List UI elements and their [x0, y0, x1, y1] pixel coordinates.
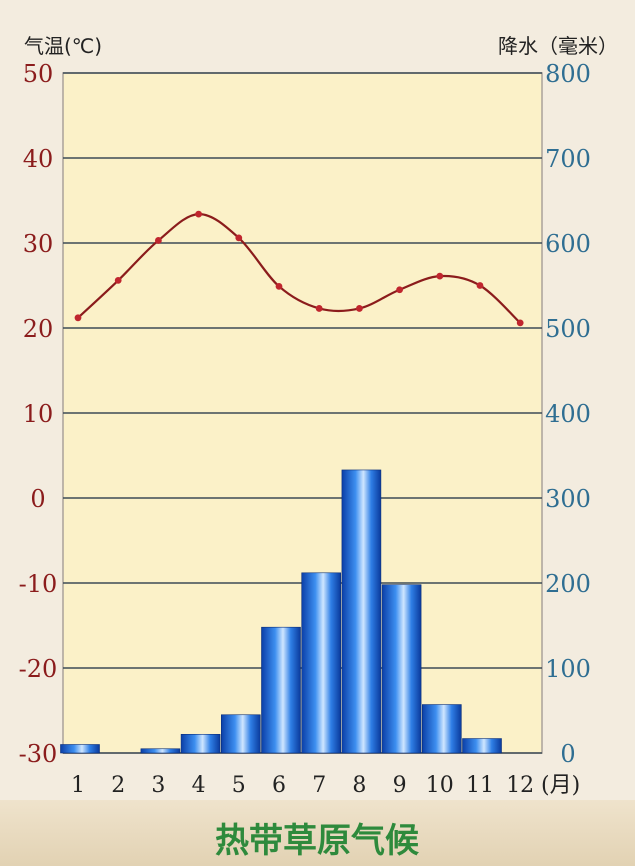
x-tick-label: 9 [393, 773, 407, 798]
temperature-point [235, 234, 243, 242]
temperature-point [275, 282, 283, 290]
temperature-point [396, 286, 403, 294]
left-tick-label: -10 [19, 570, 58, 598]
right-tick-label: 500 [545, 315, 591, 343]
right-tick-label: 300 [545, 485, 591, 513]
decorative-footer-band [0, 800, 635, 866]
left-tick-label: 20 [23, 315, 54, 343]
right-tick-label: 100 [545, 655, 591, 683]
temperature-point [436, 272, 444, 280]
left-tick-label: 30 [23, 230, 54, 258]
x-tick-label: 11 [466, 773, 494, 798]
temperature-point [155, 237, 162, 244]
x-tick-label: 12 [506, 773, 534, 798]
left-tick-label: 10 [23, 400, 54, 428]
axis-ticks: 50403020100-10-20-3080070060050040030020… [19, 60, 591, 798]
x-tick-label: 8 [352, 773, 366, 798]
precipitation-bars [60, 469, 502, 754]
precipitation-bar [60, 744, 100, 754]
right-tick-label: 700 [545, 145, 591, 173]
temperature-point [476, 282, 484, 289]
right-tick-label: 200 [545, 570, 591, 598]
x-axis-unit: (月) [541, 773, 580, 798]
temperature-point [195, 210, 203, 218]
right-tick-label: 400 [545, 400, 591, 428]
x-tick-label: 10 [426, 773, 454, 798]
x-tick-label: 7 [312, 773, 326, 798]
temperature-point [356, 305, 363, 312]
temperature-point [114, 277, 122, 284]
precipitation-bar [221, 714, 261, 754]
precipitation-bar [180, 733, 221, 754]
precipitation-bar [421, 704, 462, 754]
left-axis-title: 气温(℃) [24, 34, 102, 58]
temperature-point [315, 305, 323, 312]
right-tick-label: 0 [560, 740, 575, 768]
precipitation-bar [381, 584, 422, 754]
left-tick-label: 50 [23, 60, 54, 88]
precipitation-bar [341, 469, 382, 754]
precipitation-bar [462, 738, 502, 754]
temperature-point [516, 319, 524, 327]
precipitation-bar [301, 572, 342, 754]
precipitation-bar [140, 748, 181, 754]
temperature-point [74, 314, 82, 322]
x-tick-label: 2 [111, 773, 125, 798]
right-tick-label: 600 [545, 230, 591, 258]
x-tick-label: 3 [151, 773, 165, 798]
x-tick-label: 1 [71, 773, 85, 798]
x-tick-label: 5 [232, 773, 246, 798]
left-tick-label: -30 [19, 740, 58, 768]
temperature-line [74, 210, 524, 327]
right-axis-title: 降水（毫米） [498, 34, 618, 58]
x-tick-label: 4 [192, 773, 206, 798]
precipitation-bar [261, 626, 301, 754]
left-tick-label: -20 [19, 655, 58, 683]
right-tick-label: 800 [545, 60, 591, 88]
x-tick-label: 6 [272, 773, 286, 798]
left-tick-label: 0 [30, 485, 45, 513]
chart-title: 热带草原气候 [215, 821, 420, 861]
left-tick-label: 40 [23, 145, 54, 173]
